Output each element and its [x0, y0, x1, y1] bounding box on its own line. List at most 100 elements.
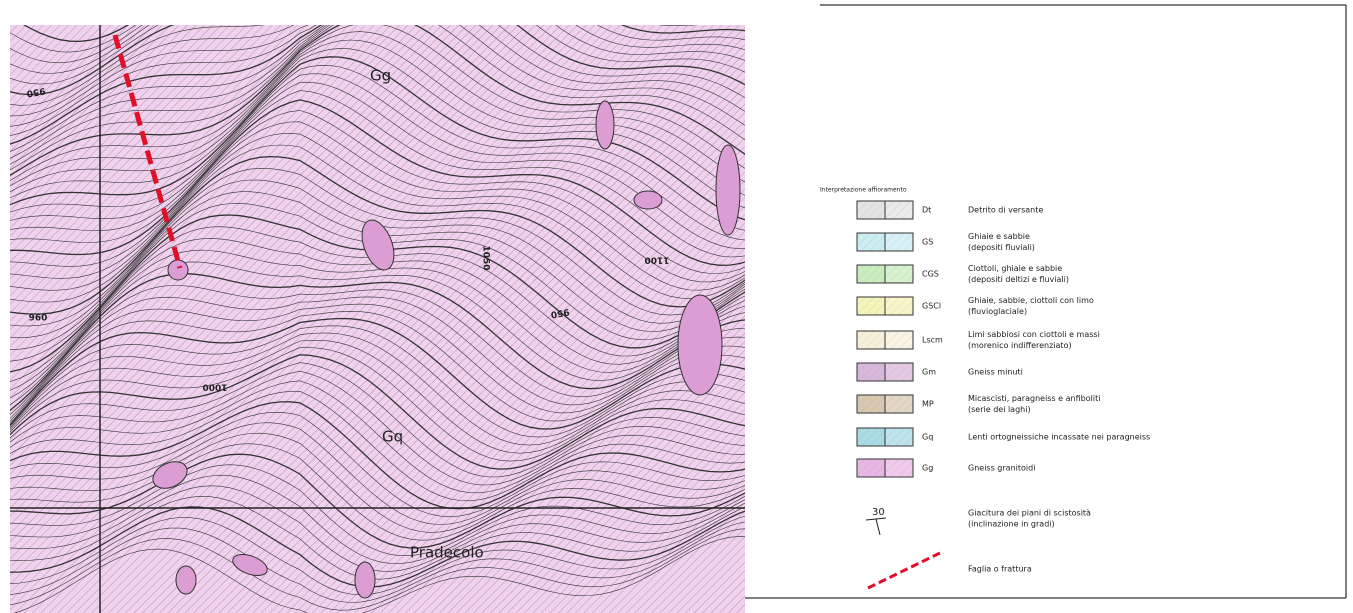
- contour: [10, 332, 745, 446]
- legend-text: (fluvioglaciale): [968, 307, 1027, 316]
- legend-text: (inclinazione in gradi): [968, 520, 1055, 529]
- contour: [10, 39, 745, 196]
- contour: [10, 453, 745, 549]
- contour: [10, 167, 745, 327]
- contour: [10, 73, 745, 241]
- contour-label: 960: [29, 314, 48, 324]
- swatch-hatch: [857, 428, 913, 446]
- contour: [10, 401, 745, 510]
- legend-code: CGS: [922, 270, 939, 279]
- legend-code: Gg: [922, 464, 933, 473]
- legend-text: (morenico indifferenziato): [968, 341, 1072, 350]
- contour: [10, 25, 745, 127]
- contour: [10, 273, 745, 412]
- contour: [10, 25, 745, 106]
- legend-text: Lenti ortogneissiche incassate nei parag…: [968, 433, 1150, 442]
- contour: [10, 110, 745, 274]
- swatch-hatch: [857, 265, 913, 283]
- contour: [10, 432, 745, 533]
- legend-title: Interpretazione affioramento: [820, 187, 907, 194]
- contour: [10, 485, 745, 572]
- legend: Interpretazione affioramento Dt Detrito d…: [820, 187, 1150, 590]
- contour: [22, 25, 130, 43]
- contour: [10, 443, 745, 541]
- fault-symbol: [867, 550, 943, 590]
- contour: [10, 155, 745, 315]
- dip-line: [875, 518, 881, 536]
- legend-text: Ghiaie, sabbie, ciottoli con limo: [968, 296, 1094, 305]
- legend-code: GSCl: [922, 302, 941, 311]
- contour-label: 950: [550, 306, 570, 319]
- contour: [10, 25, 150, 74]
- legend-text: Faglia o frattura: [968, 565, 1032, 574]
- contour: [10, 370, 745, 486]
- contour: [10, 411, 745, 518]
- legend-text: Micascisti, paragneiss e anfiboliti: [968, 394, 1100, 403]
- swatch-hatch: [857, 331, 913, 349]
- contour: [10, 25, 698, 85]
- legend-text: Ciottoli, ghiaie e sabbie: [968, 264, 1062, 273]
- fault: [112, 34, 183, 269]
- contour: [10, 296, 745, 419]
- contour: [10, 325, 745, 438]
- contour: [10, 249, 745, 399]
- legend-text: (depositi deltizi e fluviali): [968, 275, 1069, 284]
- legend-code: Lscm: [922, 336, 943, 345]
- contour: [10, 121, 745, 283]
- contour: [13, 536, 745, 613]
- contour-label: 1000: [202, 382, 227, 392]
- contour: [10, 25, 745, 152]
- swatch-hatch: [857, 459, 913, 477]
- swatch-hatch: [857, 201, 913, 219]
- contour: [10, 56, 745, 221]
- legend-code: MP: [922, 400, 934, 409]
- contour: [10, 362, 745, 478]
- swatch-hatch: [857, 363, 913, 381]
- contour: [10, 474, 745, 564]
- contour: [10, 521, 745, 603]
- contour: [10, 515, 745, 596]
- contour: [10, 25, 745, 117]
- contour: [10, 25, 745, 159]
- contour: [10, 99, 745, 266]
- map-label: Pradecolo: [410, 544, 484, 562]
- contour: [10, 25, 745, 181]
- legend-code: GS: [922, 238, 933, 247]
- contour: [10, 48, 745, 209]
- contour: [10, 90, 745, 258]
- swatch-hatch: [857, 395, 913, 413]
- contour: [10, 285, 745, 416]
- contour: [10, 25, 745, 171]
- map-labels: Gg Gq Pradecolo 1000 1100 1050 950 960 950: [26, 67, 670, 562]
- contour: [10, 144, 745, 303]
- contour: [10, 81, 745, 250]
- legend-text: Giacitura dei piani di scistosità: [968, 509, 1091, 518]
- contour: [10, 261, 745, 406]
- contour: [10, 31, 745, 187]
- contour: [10, 380, 745, 494]
- contour: [10, 528, 745, 611]
- legend-code: Dt: [922, 206, 931, 215]
- map-label: Gg: [370, 67, 391, 85]
- contour: [10, 64, 745, 231]
- contour-label: 950: [26, 85, 46, 98]
- contour: [10, 347, 745, 462]
- contour: [10, 317, 745, 430]
- legend-text: Detrito di versante: [968, 206, 1043, 215]
- contour: [10, 354, 745, 470]
- map-label: Gq: [382, 428, 403, 446]
- contour: [10, 133, 745, 291]
- dip-symbol: 30: [872, 507, 885, 518]
- swatch-hatch: [857, 233, 913, 251]
- contour: [10, 310, 745, 424]
- legend-text: Gneiss minuti: [968, 368, 1023, 377]
- contour: [10, 422, 745, 525]
- contour-label: 1050: [481, 245, 491, 270]
- legend-code: Gq: [922, 433, 933, 442]
- contour: [10, 391, 745, 502]
- geologic-map: Gg Gq Pradecolo 1000 1100 1050 950 960 950: [10, 25, 745, 613]
- contour: [10, 506, 745, 588]
- contour: [10, 25, 745, 165]
- legend-text: Limi sabbiosi con ciottoli e massi: [968, 330, 1100, 339]
